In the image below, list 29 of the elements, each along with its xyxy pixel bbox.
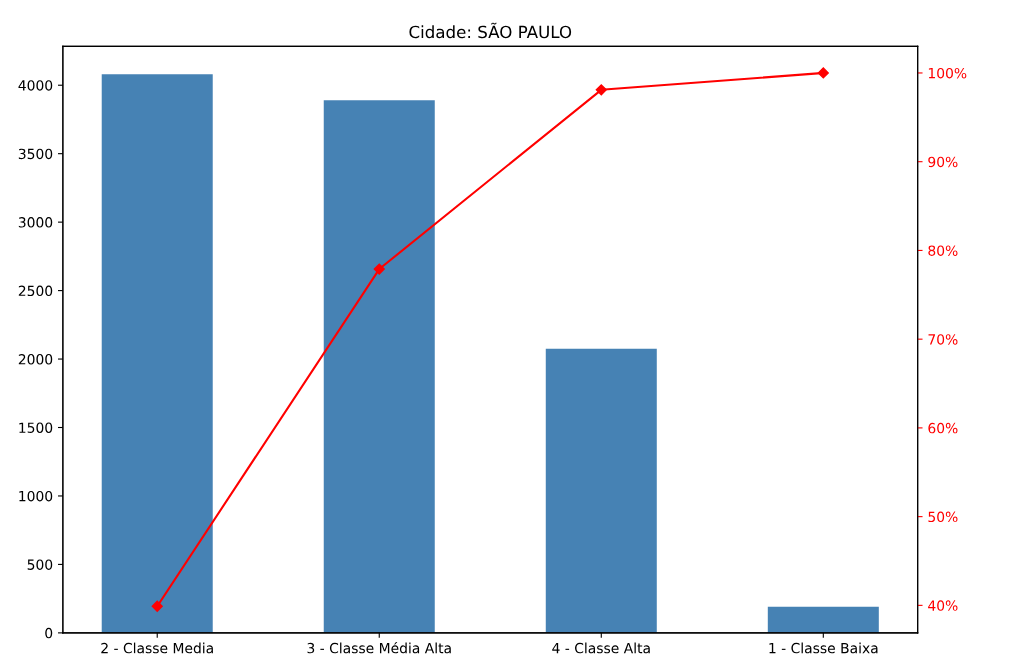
point: [595, 84, 607, 96]
y-tick-label: 4000: [18, 80, 53, 91]
bar: [101, 74, 213, 633]
y-tick-label: 1500: [19, 422, 53, 433]
bar: [323, 100, 435, 633]
point: [373, 263, 385, 275]
y2-tick-label: 80%: [928, 245, 958, 256]
y-tick-label: 2500: [18, 285, 53, 297]
x-tick-label: 2 - Classe Media: [101, 642, 213, 654]
point: [817, 67, 829, 79]
x-tick-label: 3 - Classe Média Alta: [307, 642, 451, 654]
y2-tick-label: 100%: [928, 67, 967, 79]
y-tick-label: 500: [27, 559, 53, 570]
y2-tick-label: 40%: [928, 600, 958, 611]
y-tick-label: 3000: [18, 217, 53, 228]
bar: [767, 606, 879, 633]
y2-tick-label: 90%: [928, 156, 958, 168]
point: [151, 600, 163, 612]
chart-title: Cidade: SÃO PAULO: [409, 22, 572, 39]
x-tick-label: 1 - Classe Baixa: [769, 642, 878, 654]
y2-tick-label: 50%: [928, 511, 958, 523]
y-tick-label: 2000: [18, 354, 53, 365]
y-tick-label: 3500: [18, 148, 53, 160]
y-tick-label: 0: [45, 627, 53, 639]
x-tick-label: 4 - Classe Alta: [552, 642, 650, 654]
bar: [545, 348, 657, 633]
y2-tick-label: 60%: [928, 422, 958, 434]
y-tick-label: 1000: [19, 490, 53, 502]
y2-tick-label: 70%: [928, 334, 958, 345]
